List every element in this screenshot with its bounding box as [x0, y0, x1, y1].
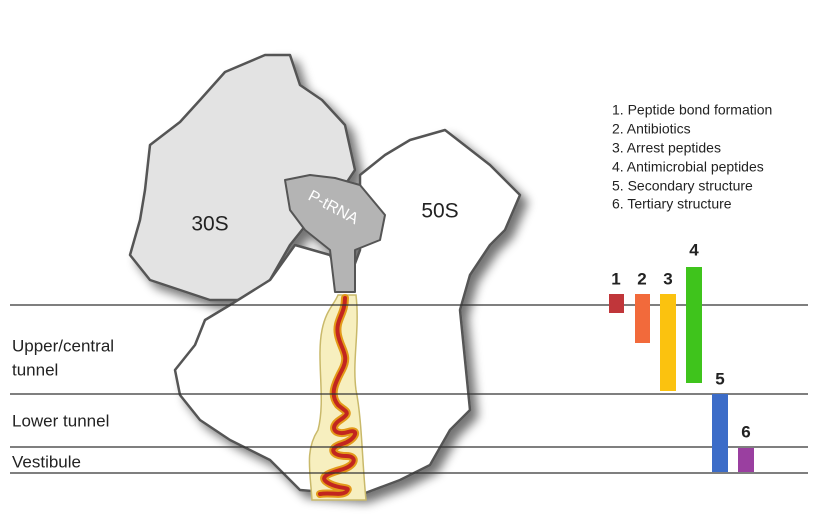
region-label: tunnel [12, 360, 58, 379]
trna-shape [284, 174, 386, 293]
range-bar [712, 394, 728, 472]
legend-item: 3. Arrest peptides [612, 140, 721, 156]
bar-number: 4 [689, 240, 699, 259]
legend-item: 6. Tertiary structure [612, 196, 732, 212]
bar-number: 6 [741, 422, 750, 441]
region-label: Upper/central [12, 336, 114, 355]
legend-item: 2. Antibiotics [612, 121, 691, 137]
bar-number: 3 [663, 269, 672, 288]
region-label: Lower tunnel [12, 411, 109, 430]
legend-item: 5. Secondary structure [612, 178, 753, 194]
label-50s: 50S [421, 200, 458, 223]
legend-item: 1. Peptide bond formation [612, 102, 772, 118]
legend-item: 4. Antimicrobial peptides [612, 159, 764, 175]
bar-number: 1 [611, 269, 620, 288]
range-bar [660, 294, 676, 391]
range-bar [686, 267, 702, 383]
bar-number: 2 [637, 269, 646, 288]
range-bar [609, 294, 624, 313]
bar-number: 5 [715, 369, 724, 388]
label-30s: 30S [191, 213, 228, 236]
range-bar [635, 294, 650, 343]
region-label: Vestibule [12, 452, 81, 471]
nascent-peptide-core [318, 296, 358, 496]
range-bar [738, 448, 754, 472]
